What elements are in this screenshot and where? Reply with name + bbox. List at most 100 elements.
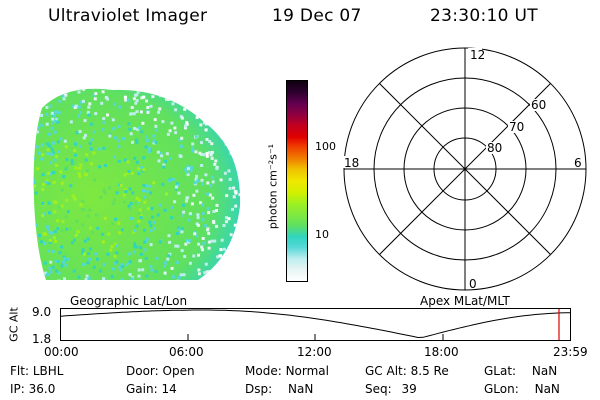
aurora-pixel xyxy=(133,229,137,233)
aurora-pixel xyxy=(34,223,38,227)
aurora-pixel xyxy=(49,260,53,264)
aurora-pixel xyxy=(146,106,150,109)
aurora-pixel xyxy=(46,152,50,156)
glat-value: NaN xyxy=(531,364,558,378)
aurora-pixel xyxy=(133,242,137,246)
aurora-pixel xyxy=(62,175,66,179)
aurora-pixel xyxy=(150,268,154,272)
aurora-pixel xyxy=(55,163,59,167)
aurora-pixel xyxy=(42,212,46,216)
aurora-pixel xyxy=(49,104,53,108)
aurora-pixel xyxy=(154,84,157,87)
aurora-pixel xyxy=(104,279,108,280)
aurora-pixel xyxy=(130,171,134,175)
aurora-pixel xyxy=(226,125,230,129)
aurora-pixel xyxy=(245,267,248,270)
aurora-pixel xyxy=(208,270,212,274)
aurora-pixel xyxy=(201,248,204,252)
aurora-pixel xyxy=(33,275,35,279)
aurora-pixel xyxy=(121,265,124,268)
aurora-pixel xyxy=(142,95,146,99)
aurora-pixel xyxy=(89,122,93,126)
aurora-pixel xyxy=(49,270,53,274)
aurora-pixel xyxy=(196,179,200,183)
aurora-pixel xyxy=(61,94,65,98)
aurora-pixel xyxy=(249,234,252,237)
aurora-pixel xyxy=(162,264,166,268)
aurora-pixel xyxy=(62,255,66,259)
aurora-pixel xyxy=(132,112,136,116)
aurora-pixel xyxy=(123,188,127,192)
aurora-pixel xyxy=(170,206,174,210)
aurora-pixel xyxy=(147,150,151,154)
aurora-pixel xyxy=(253,173,256,176)
aurora-pixel xyxy=(120,228,124,232)
aurora-pixel xyxy=(26,112,29,115)
aurora-pixel xyxy=(83,82,86,85)
aurora-pixel xyxy=(179,144,183,148)
aurora-pixel xyxy=(146,207,150,211)
aurora-pixel xyxy=(196,216,200,220)
aurora-pixel xyxy=(204,262,208,266)
aurora-pixel xyxy=(25,151,28,154)
aurora-pixel xyxy=(33,179,36,183)
aurora-pixel xyxy=(149,224,153,228)
aurora-pixel xyxy=(35,258,38,262)
aurora-pixel xyxy=(205,270,209,274)
aurora-pixel xyxy=(20,146,23,149)
aurora-pixel xyxy=(54,269,58,273)
aurora-pixel xyxy=(214,159,218,163)
aurora-pixel xyxy=(108,186,112,190)
aurora-pixel xyxy=(229,151,233,155)
door-value: Open xyxy=(162,364,195,378)
aurora-pixel xyxy=(192,193,196,197)
aurora-pixel xyxy=(40,240,43,244)
aurora-pixel xyxy=(126,160,130,164)
aurora-pixel xyxy=(174,244,178,248)
aurora-pixel xyxy=(112,82,115,85)
aurora-pixel xyxy=(22,237,25,240)
aurora-pixel xyxy=(194,135,198,139)
aurora-pixel xyxy=(170,216,174,220)
aurora-pixel xyxy=(250,117,253,120)
mlt-label-6: 6 xyxy=(574,156,582,170)
aurora-pixel xyxy=(81,99,85,103)
aurora-pixel xyxy=(158,107,162,111)
aurora-pixel xyxy=(137,126,141,130)
aurora-pixel xyxy=(154,270,158,273)
aurora-pixel xyxy=(152,139,156,143)
aurora-pixel xyxy=(77,275,81,279)
aurora-pixel xyxy=(35,145,39,149)
aurora-pixel xyxy=(123,158,127,162)
aurora-pixel xyxy=(187,218,191,222)
aurora-pixel xyxy=(92,93,96,97)
aurora-pixel xyxy=(234,121,238,124)
aurora-pixel xyxy=(62,81,65,84)
aurora-pixel xyxy=(145,288,148,291)
aurora-pixel xyxy=(191,146,195,150)
aurora-pixel xyxy=(69,120,73,124)
aurora-pixel xyxy=(60,204,64,208)
aurora-pixel xyxy=(149,243,153,247)
aurora-pixel xyxy=(178,95,181,99)
aurora-pixel xyxy=(163,208,167,212)
aurora-pixel xyxy=(225,261,229,265)
aurora-pixel xyxy=(174,185,178,189)
aurora-pixel xyxy=(46,272,49,276)
aurora-pixel xyxy=(41,214,44,218)
aurora-pixel xyxy=(139,259,142,263)
aurora-pixel xyxy=(87,80,90,83)
aurora-pixel xyxy=(180,230,184,234)
aurora-pixel xyxy=(24,241,27,244)
aurora-pixel xyxy=(215,209,218,212)
aurora-pixel xyxy=(223,98,227,102)
aurora-pixel xyxy=(165,97,169,101)
gcalt-label: GC Alt: xyxy=(365,364,407,378)
aurora-pixel xyxy=(153,118,157,122)
aurora-pixel xyxy=(57,150,61,154)
aurora-pixel xyxy=(72,161,76,165)
aurora-pixel xyxy=(30,222,33,225)
aurora-pixel xyxy=(234,204,238,208)
aurora-pixel xyxy=(78,167,82,170)
aurora-pixel xyxy=(117,159,121,163)
